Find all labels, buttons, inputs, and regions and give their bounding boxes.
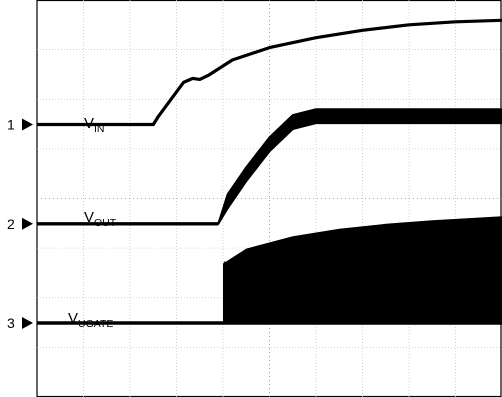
channel-labels: VIN VOUT VUGATE xyxy=(68,115,117,330)
channel-marker-3-arrow xyxy=(22,317,33,330)
label-out: VOUT xyxy=(84,209,117,229)
label-ugate: VUGATE xyxy=(68,310,113,330)
grid xyxy=(36,0,502,397)
trace-vugate-switching-burst xyxy=(223,216,502,323)
trace-vin xyxy=(37,18,502,127)
channel-marker-2-number: 2 xyxy=(7,216,15,232)
trace-vout-ripple-band xyxy=(217,108,502,225)
channel-marker-1-arrow xyxy=(22,118,33,131)
channel-marker-1-number: 1 xyxy=(7,117,15,133)
channel-markers: 1 2 3 xyxy=(7,117,33,331)
channel-marker-2-arrow xyxy=(22,217,33,230)
channel-marker-3-number: 3 xyxy=(7,315,15,331)
label-in: VIN xyxy=(84,115,105,135)
traces xyxy=(37,18,502,325)
